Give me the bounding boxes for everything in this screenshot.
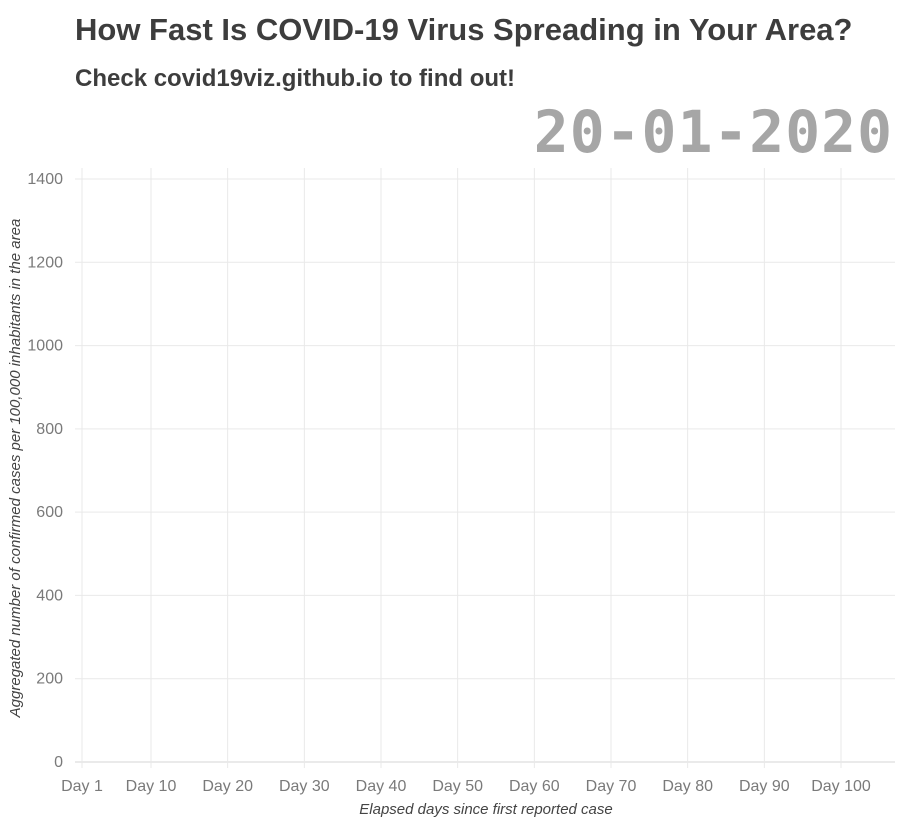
chart-subtitle: Check covid19viz.github.io to find out! <box>75 65 516 92</box>
x-tick-label: Day 100 <box>811 778 871 795</box>
x-tick-label: Day 80 <box>662 778 713 795</box>
x-tick-label: Day 70 <box>586 778 637 795</box>
x-tick-label: Day 20 <box>202 778 253 795</box>
y-tick-label: 0 <box>54 754 63 771</box>
y-tick-label: 1400 <box>27 171 63 188</box>
x-tick-label: Day 30 <box>279 778 330 795</box>
y-tick-label: 1200 <box>27 254 63 271</box>
x-tick-label: Day 50 <box>432 778 483 795</box>
x-tick-label: Day 90 <box>739 778 790 795</box>
y-tick-label: 1000 <box>27 338 63 355</box>
y-tick-label: 800 <box>36 421 63 438</box>
x-axis-ticks: Day 1 Day 10 Day 20 Day 30 Day 40 Day 50 Day 6… <box>61 778 871 795</box>
date-label: 20-01-2020 <box>533 98 893 166</box>
y-tick-label: 400 <box>36 587 63 604</box>
y-tick-label: 600 <box>36 504 63 521</box>
x-axis-title: Elapsed days since first reported case <box>359 801 612 818</box>
chart-title: How Fast Is COVID-19 Virus Spreading in … <box>75 12 853 47</box>
x-tick-label: Day 40 <box>356 778 407 795</box>
y-axis-title: Aggregated number of confirmed cases per… <box>7 219 24 719</box>
y-axis-ticks: 0 200 400 600 800 1000 1200 1400 <box>27 171 63 771</box>
x-tick-label: Day 1 <box>61 778 103 795</box>
x-tick-label: Day 60 <box>509 778 560 795</box>
x-tick-label: Day 10 <box>126 778 177 795</box>
grid-lines <box>75 168 895 768</box>
y-tick-label: 200 <box>36 671 63 688</box>
